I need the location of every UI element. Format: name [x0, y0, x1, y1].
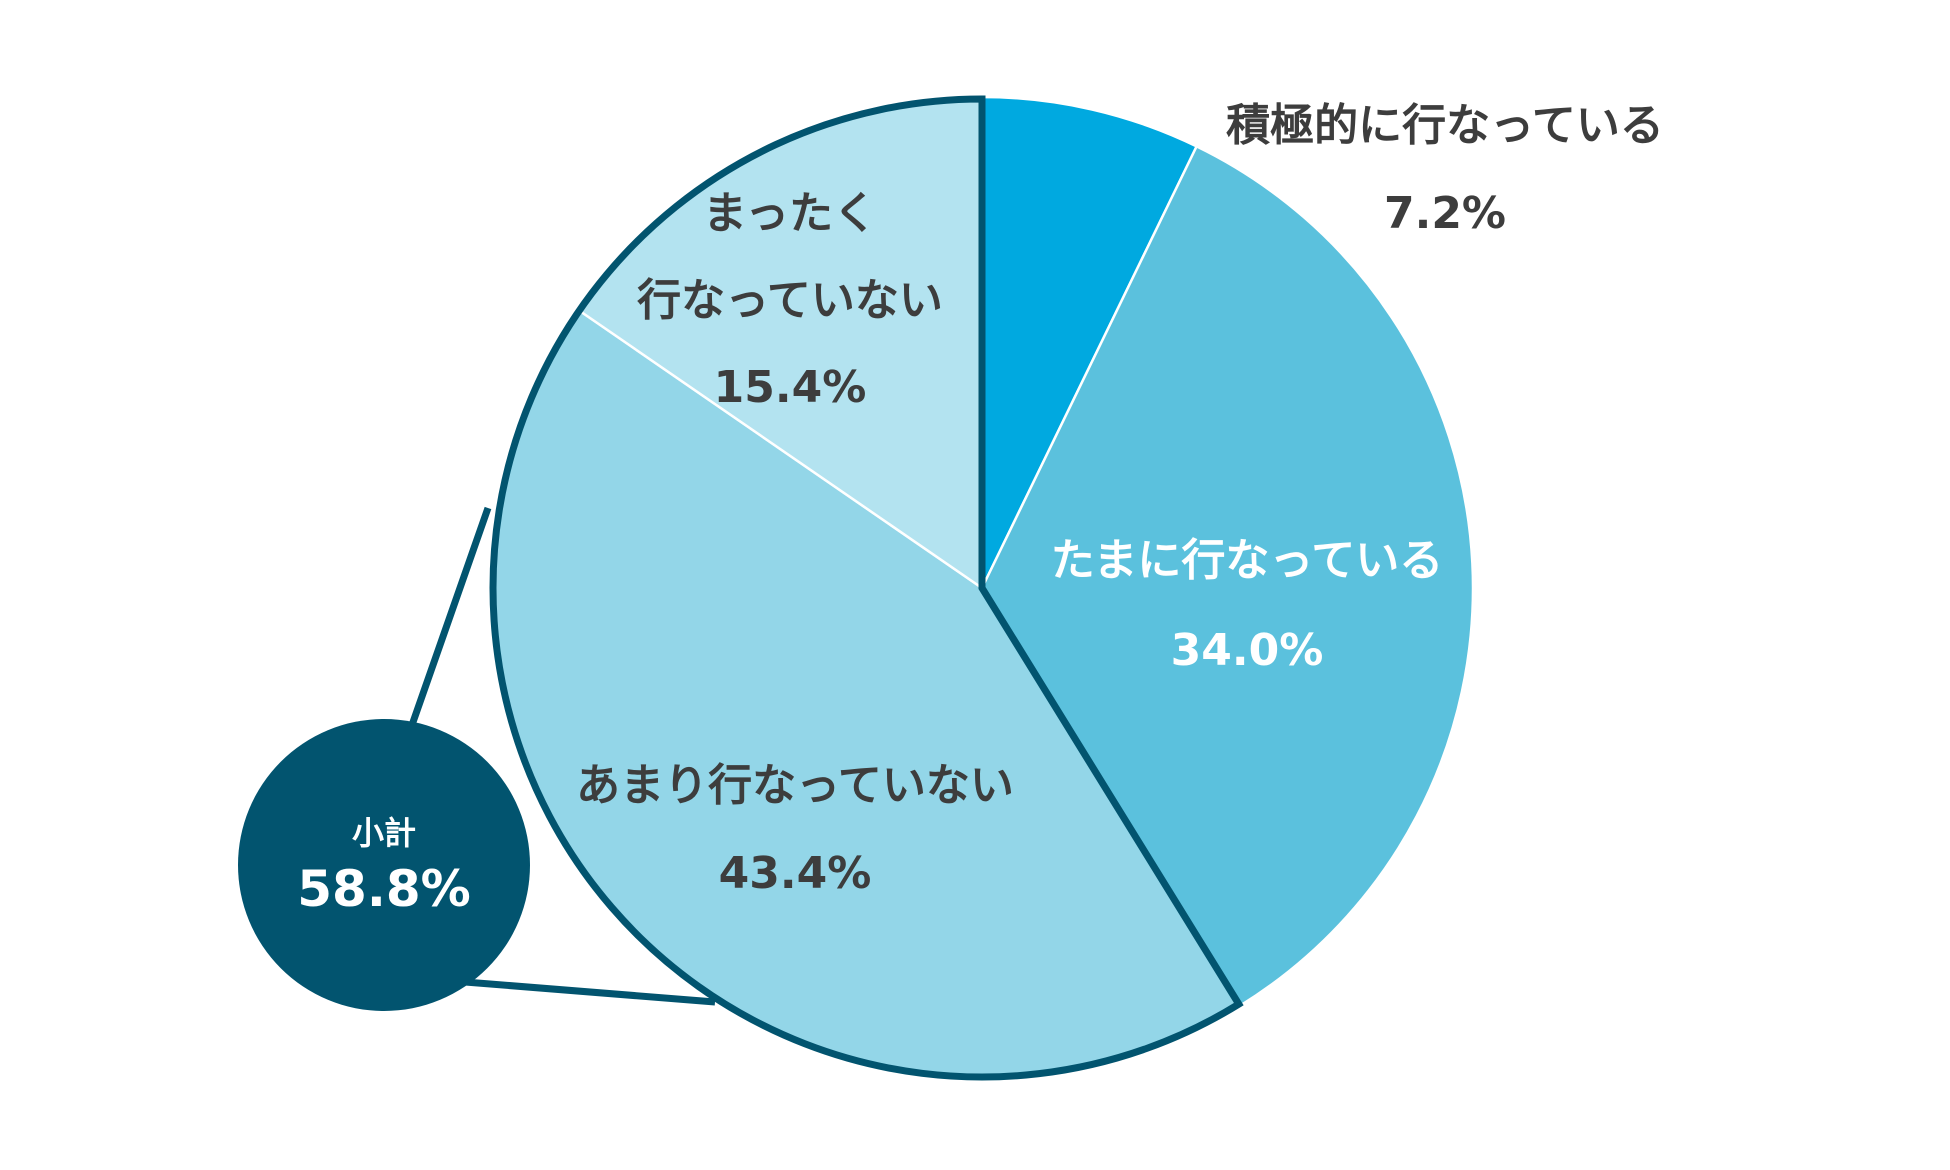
pie-slices — [489, 95, 1475, 1081]
slice-1-label: 積極的に行なっている — [1226, 100, 1664, 151]
slice-1 — [980, 95, 1198, 590]
subtotal-outline — [489, 95, 1244, 1081]
slice-4-label: 行なっていない — [637, 275, 943, 326]
subtotal-leader-line — [408, 506, 716, 1006]
slice-4-value-label: 15.4% — [714, 362, 867, 413]
slice-3-value-label: 43.4% — [719, 848, 872, 899]
subtotal-label: 小計 — [352, 814, 416, 852]
subtotal-value: 58.8% — [297, 860, 470, 918]
slice-4-label: まったく — [703, 188, 877, 239]
subtotal-callout: 小計 58.8% — [238, 506, 716, 1011]
slice-2-value-label: 34.0% — [1171, 625, 1324, 676]
slice-1-value-label: 7.2% — [1384, 188, 1506, 239]
slice-3-label: あまり行なっていない — [576, 760, 1014, 811]
subtotal-bubble — [238, 719, 530, 1011]
slice-labels: 積極的に行なっている 7.2% たまに行なっている 34.0% あまり行なっていない 43… — [576, 100, 1664, 899]
subtotal-outline-path — [489, 95, 1244, 1081]
slice-2 — [980, 145, 1475, 1008]
slice-2-label: たまに行なっている — [1051, 535, 1443, 586]
